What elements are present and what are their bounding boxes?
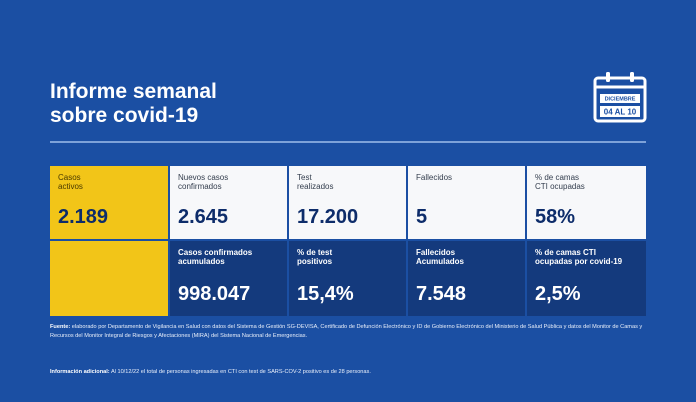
stat-label: Fallecidos Acumulados <box>416 248 465 266</box>
title-line-2: sobre covid-19 <box>50 104 199 127</box>
stat-value: 17.200 <box>297 206 359 228</box>
source-label: Fuente: <box>50 324 71 330</box>
calendar-month: DICIEMBRE <box>605 97 636 103</box>
stat-label: Fallecidos <box>416 173 453 182</box>
info-text: Al 10/12/22 el total de personas ingresa… <box>110 369 371 375</box>
stat-label: Nuevos casos confirmados <box>178 173 229 191</box>
stat-value: 15,4% <box>297 283 354 305</box>
source-text: elaborado por Departamento de Vigilancia… <box>50 324 643 339</box>
stat-label: % de camas CTI ocupadas por covid-19 <box>535 248 623 266</box>
stat-empty-yellow <box>50 241 168 316</box>
stat-label: % de test positivos <box>297 248 333 266</box>
stat-label: Casos confirmados acumulados <box>178 248 253 266</box>
page-title: Informe semanal sobre covid-19 <box>50 80 217 128</box>
stat-cumulative-cases: Casos confirmados acumulados 998.047 <box>170 241 287 316</box>
stat-deaths: Fallecidos 5 <box>408 166 525 239</box>
stat-cumulative-deaths: Fallecidos Acumulados 7.548 <box>408 241 525 316</box>
stat-value: 2,5% <box>535 283 581 305</box>
stat-label: Test realizados <box>297 173 334 191</box>
stat-value: 998.047 <box>178 283 251 305</box>
title-line-1: Informe semanal <box>50 80 217 103</box>
calendar-range: 04 AL 10 <box>604 108 637 117</box>
stat-label: Casos activos <box>58 173 83 191</box>
stat-new-cases: Nuevos casos confirmados 2.645 <box>170 166 287 239</box>
additional-info-note: Información adicional: Al 10/12/22 el to… <box>50 368 646 377</box>
stat-label: % de camas CTI ocupadas <box>535 173 585 191</box>
source-note: Fuente: elaborado por Departamento de Vi… <box>50 323 646 340</box>
stat-value: 2.189 <box>58 206 109 228</box>
stat-active-cases: Casos activos 2.189 <box>50 166 168 239</box>
stat-positive-rate: % de test positivos 15,4% <box>289 241 406 316</box>
info-label: Información adicional: <box>50 369 110 375</box>
stat-value: 7.548 <box>416 283 467 305</box>
calendar-icon: DICIEMBRE 04 AL 10 <box>593 72 647 123</box>
stats-grid: Casos activos 2.189 Nuevos casos confirm… <box>50 166 646 316</box>
stat-icu-occupancy: % de camas CTI ocupadas 58% <box>527 166 646 239</box>
stat-value: 2.645 <box>178 206 229 228</box>
stat-tests: Test realizados 17.200 <box>289 166 406 239</box>
stat-icu-covid: % de camas CTI ocupadas por covid-19 2,5… <box>527 241 646 316</box>
stat-value: 58% <box>535 206 576 228</box>
header-divider <box>50 141 646 143</box>
stat-value: 5 <box>416 206 428 228</box>
